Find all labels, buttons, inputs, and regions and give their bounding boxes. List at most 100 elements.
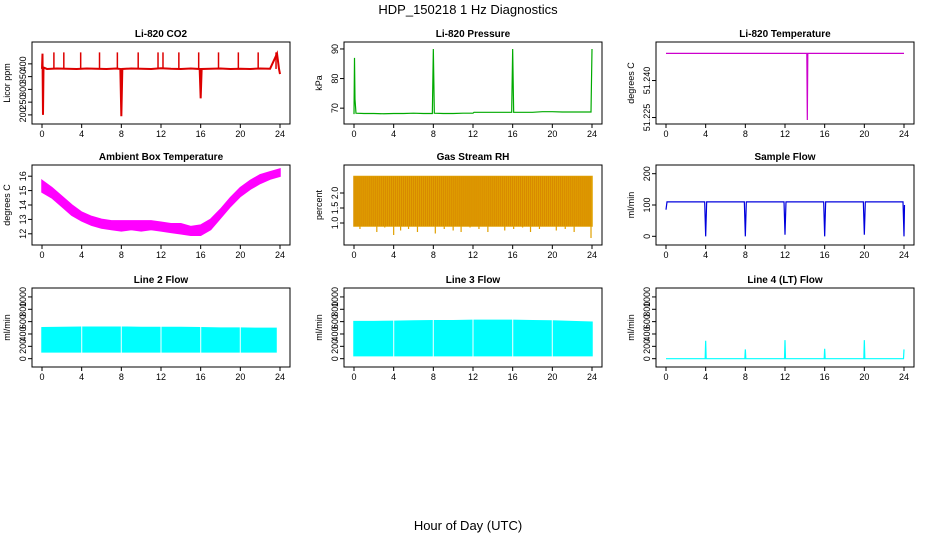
y-tick-label: 100 [642, 197, 652, 212]
x-tick-label: 16 [508, 250, 518, 260]
y-tick-label: 350 [18, 69, 28, 84]
x-tick-label: 4 [391, 250, 396, 260]
y-tick-label: 80 [330, 74, 340, 84]
y-tick-label: 400 [642, 326, 652, 341]
x-tick-label: 8 [431, 250, 436, 260]
y-axis-label: ml/min [2, 314, 12, 341]
y-tick-label: 0 [642, 356, 652, 361]
y-tick-label: 250 [18, 95, 28, 110]
x-tick-label: 8 [743, 250, 748, 260]
x-tick-label: 4 [391, 129, 396, 139]
x-tick-label: 16 [196, 372, 206, 382]
y-tick-label: 16 [18, 171, 28, 181]
x-tick-label: 24 [275, 250, 285, 260]
y-tick-label: 51.225 [642, 104, 652, 132]
y-axis-label: Licor ppm [2, 63, 12, 103]
y-tick-label: 200 [642, 339, 652, 354]
panel-rh: Gas Stream RH 0 4 8 12 16 20 24 1.0 1.5 2.0 percent [314, 152, 603, 260]
x-tick-label: 20 [547, 372, 557, 382]
y-tick-label: 0 [18, 356, 28, 361]
y-tick-label: 1.5 [330, 202, 340, 215]
x-tick-label: 4 [391, 372, 396, 382]
y-axis-label: ml/min [626, 192, 636, 219]
panel-data [41, 168, 281, 236]
y-tick-label: 800 [18, 302, 28, 317]
x-tick-label: 4 [79, 250, 84, 260]
panel-data [353, 175, 593, 238]
y-tick-label: 800 [642, 302, 652, 317]
panel-data [41, 292, 277, 363]
panel-title: Ambient Box Temperature [99, 152, 224, 163]
panel-data [666, 340, 905, 360]
y-tick-label: 200 [18, 339, 28, 354]
panel-title: Li-820 Temperature [739, 29, 831, 40]
data-line [353, 48, 593, 115]
data-line [665, 201, 906, 237]
x-tick-label: 12 [468, 372, 478, 382]
y-tick-label: 13 [18, 214, 28, 224]
x-tick-label: 20 [235, 129, 245, 139]
x-tick-label: 24 [899, 372, 909, 382]
panel-title: Line 3 Flow [446, 275, 501, 286]
panel-title: Line 2 Flow [134, 275, 189, 286]
x-tick-label: 12 [780, 129, 790, 139]
panel-data [353, 48, 593, 115]
y-axis-label: degrees C [626, 62, 636, 104]
panel-title: Gas Stream RH [437, 152, 510, 163]
panel-data [41, 50, 281, 117]
x-tick-label: 24 [899, 250, 909, 260]
data-line [666, 52, 904, 121]
x-tick-label: 8 [119, 250, 124, 260]
panel-ambient: Ambient Box Temperature 0 4 8 12 16 20 24 12 13 14… [2, 152, 291, 260]
x-tick-label: 20 [547, 129, 557, 139]
y-tick-label: 400 [18, 56, 28, 71]
y-tick-label: 90 [330, 44, 340, 54]
x-tick-label: 4 [703, 129, 708, 139]
x-tick-label: 0 [351, 129, 356, 139]
y-tick-label: 12 [18, 229, 28, 239]
y-tick-label: 1000 [642, 287, 652, 307]
y-tick-label: 400 [330, 326, 340, 341]
x-tick-label: 16 [820, 250, 830, 260]
panel-data [353, 292, 593, 363]
x-tick-label: 8 [743, 129, 748, 139]
data-band [41, 168, 281, 236]
y-tick-label: 300 [18, 82, 28, 97]
panel-data [666, 52, 904, 121]
x-tick-label: 16 [820, 129, 830, 139]
y-tick-label: 200 [330, 339, 340, 354]
y-tick-label: 600 [330, 314, 340, 329]
x-tick-label: 8 [431, 372, 436, 382]
panel-pressure: Li-820 Pressure 0 4 8 12 16 20 24 70 80 90 kPa [314, 29, 603, 139]
y-tick-label: 51.240 [642, 67, 652, 95]
x-tick-label: 12 [156, 129, 166, 139]
panel-title: Li-820 CO2 [135, 29, 188, 40]
x-tick-label: 24 [587, 372, 597, 382]
y-axis-label: percent [314, 189, 324, 220]
plot-frame [31, 41, 291, 125]
y-tick-label: 200 [642, 166, 652, 181]
y-axis-label: degrees C [2, 184, 12, 226]
x-tick-label: 20 [859, 129, 869, 139]
y-tick-label: 800 [330, 302, 340, 317]
x-tick-label: 24 [899, 129, 909, 139]
y-tick-label: 200 [18, 107, 28, 122]
panel-sample: Sample Flow 0 4 8 12 16 20 24 0 100 200 ml/min [626, 152, 915, 260]
x-tick-label: 20 [859, 250, 869, 260]
x-tick-label: 4 [703, 250, 708, 260]
y-tick-label: 15 [18, 186, 28, 196]
y-axis-label: ml/min [314, 314, 324, 341]
x-tick-label: 0 [663, 129, 668, 139]
y-tick-label: 1000 [330, 287, 340, 307]
y-tick-label: 0 [642, 234, 652, 239]
x-tick-label: 4 [79, 372, 84, 382]
x-tick-label: 16 [508, 372, 518, 382]
panel-title: Line 4 (LT) Flow [747, 275, 823, 286]
x-tick-label: 20 [859, 372, 869, 382]
x-tick-label: 16 [196, 250, 206, 260]
x-tick-label: 16 [820, 372, 830, 382]
